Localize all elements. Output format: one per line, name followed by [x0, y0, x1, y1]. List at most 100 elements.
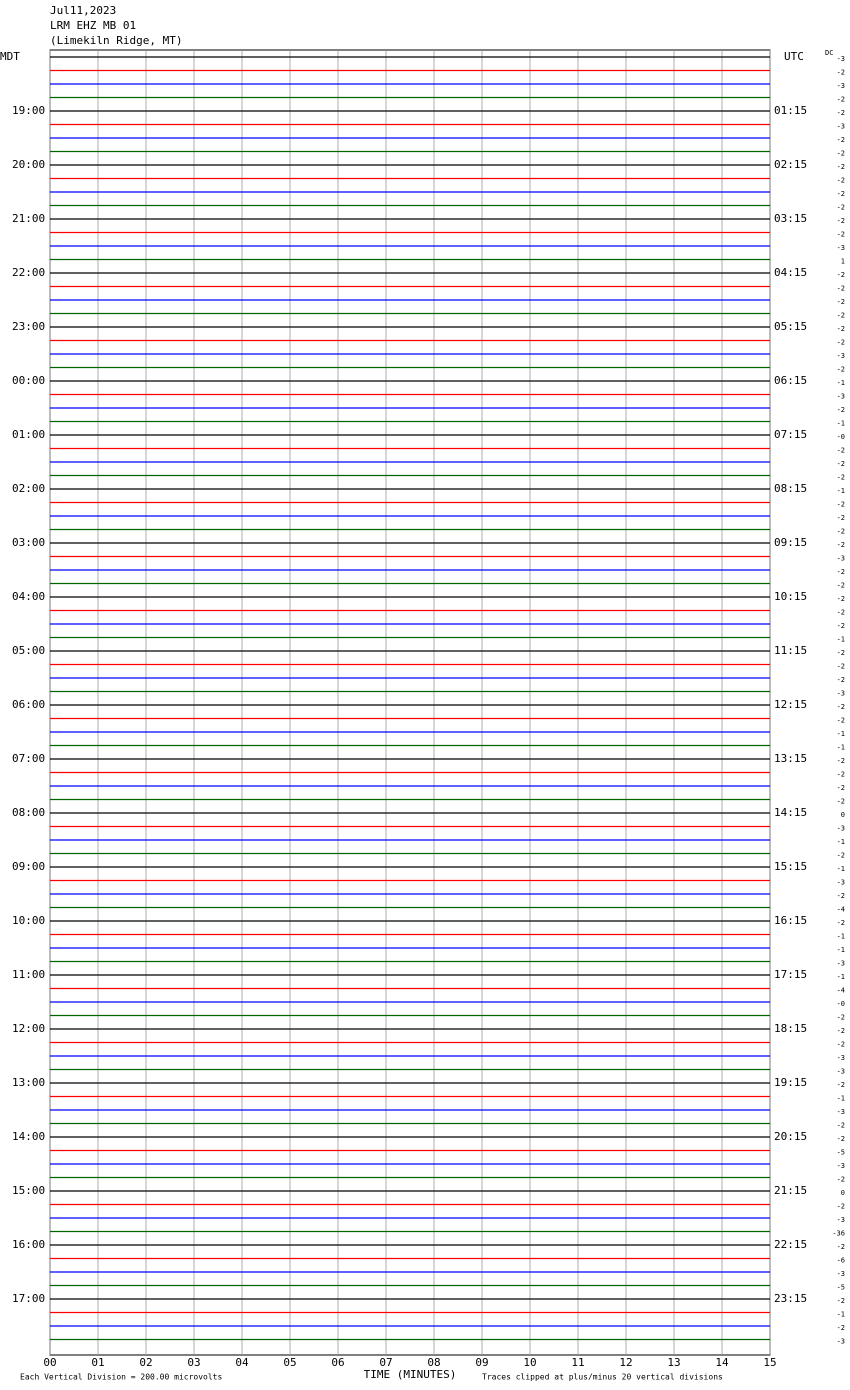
left-time: 05:00 [12, 644, 45, 657]
dc-offset: -3 [837, 690, 845, 698]
dc-offset: -1 [837, 865, 845, 873]
dc-offset: -4 [837, 906, 845, 914]
dc-label: DC [825, 49, 833, 57]
dc-offset: -2 [837, 204, 845, 212]
right-time: 08:15 [774, 482, 807, 495]
left-label: MDT [0, 50, 20, 63]
left-time: 23:00 [12, 320, 45, 333]
dc-offset: -2 [837, 1176, 845, 1184]
left-time: 02:00 [12, 482, 45, 495]
left-time: 04:00 [12, 590, 45, 603]
dc-offset: -3 [837, 352, 845, 360]
dc-offset: -2 [837, 69, 845, 77]
left-time: 14:00 [12, 1130, 45, 1143]
dc-offset: -3 [837, 1162, 845, 1170]
dc-offset: -2 [837, 798, 845, 806]
dc-offset: -2 [837, 339, 845, 347]
dc-offset: -1 [837, 379, 845, 387]
x-tick-label: 02 [139, 1356, 152, 1369]
left-time: 00:00 [12, 374, 45, 387]
dc-offset: -1 [837, 973, 845, 981]
dc-offset: -2 [837, 892, 845, 900]
dc-offset: -2 [837, 298, 845, 306]
dc-offset: -2 [837, 136, 845, 144]
right-time: 22:15 [774, 1238, 807, 1251]
right-label: UTC [784, 50, 804, 63]
dc-offset: -2 [837, 271, 845, 279]
dc-offset: -1 [837, 1311, 845, 1319]
right-time: 09:15 [774, 536, 807, 549]
dc-offset: -5 [837, 1284, 845, 1292]
title-station: LRM EHZ MB 01 [50, 19, 136, 32]
dc-offset: -2 [837, 1014, 845, 1022]
right-time: 05:15 [774, 320, 807, 333]
dc-offset: 0 [841, 1189, 845, 1197]
dc-offset: 1 [841, 258, 845, 266]
dc-offset: -2 [837, 663, 845, 671]
dc-offset: -2 [837, 366, 845, 374]
dc-offset: -3 [837, 1054, 845, 1062]
x-tick-label: 03 [187, 1356, 200, 1369]
right-time: 23:15 [774, 1292, 807, 1305]
left-time: 15:00 [12, 1184, 45, 1197]
left-time: 21:00 [12, 212, 45, 225]
left-time: 08:00 [12, 806, 45, 819]
left-time: 03:00 [12, 536, 45, 549]
dc-offset: -2 [837, 1243, 845, 1251]
dc-offset: -2 [837, 96, 845, 104]
dc-offset: -2 [837, 177, 845, 185]
dc-offset: -2 [837, 231, 845, 239]
dc-offset: -2 [837, 757, 845, 765]
dc-offset: -2 [837, 1081, 845, 1089]
right-time: 16:15 [774, 914, 807, 927]
dc-offset: -2 [837, 217, 845, 225]
dc-offset: -2 [837, 514, 845, 522]
dc-offset: -3 [837, 393, 845, 401]
dc-offset: -2 [837, 1041, 845, 1049]
dc-offset: -5 [837, 1149, 845, 1157]
dc-offset: -2 [837, 582, 845, 590]
right-time: 01:15 [774, 104, 807, 117]
dc-offset: -1 [837, 420, 845, 428]
right-time: 07:15 [774, 428, 807, 441]
dc-offset: -2 [837, 447, 845, 455]
dc-offset: -2 [837, 325, 845, 333]
x-tick-label: 04 [235, 1356, 249, 1369]
dc-offset: -2 [837, 771, 845, 779]
dc-offset: -3 [837, 1338, 845, 1346]
dc-offset: -2 [837, 595, 845, 603]
dc-offset: -2 [837, 406, 845, 414]
right-time: 10:15 [774, 590, 807, 603]
x-tick-label: 14 [715, 1356, 729, 1369]
dc-offset: -2 [837, 312, 845, 320]
x-axis-label: TIME (MINUTES) [364, 1368, 457, 1381]
dc-offset: -1 [837, 946, 845, 954]
right-time: 20:15 [774, 1130, 807, 1143]
x-tick-label: 15 [763, 1356, 776, 1369]
dc-offset: -2 [837, 852, 845, 860]
x-tick-label: 07 [379, 1356, 392, 1369]
dc-offset: -2 [837, 109, 845, 117]
left-time: 09:00 [12, 860, 45, 873]
right-time: 04:15 [774, 266, 807, 279]
dc-offset: -1 [837, 730, 845, 738]
dc-offset: -2 [837, 609, 845, 617]
left-time: 07:00 [12, 752, 45, 765]
dc-offset: -36 [832, 1230, 845, 1238]
dc-offset: -2 [837, 541, 845, 549]
right-time: 21:15 [774, 1184, 807, 1197]
dc-offset: -2 [837, 622, 845, 630]
right-time: 17:15 [774, 968, 807, 981]
dc-offset: -2 [837, 784, 845, 792]
left-time: 12:00 [12, 1022, 45, 1035]
footnote-left: Each Vertical Division = 200.00 microvol… [20, 1373, 222, 1382]
footnote-right: Traces clipped at plus/minus 20 vertical… [482, 1373, 723, 1382]
left-time: 20:00 [12, 158, 45, 171]
x-tick-label: 13 [667, 1356, 680, 1369]
dc-offset: -3 [837, 879, 845, 887]
dc-offset: -0 [837, 1000, 845, 1008]
dc-offset: -2 [837, 501, 845, 509]
dc-offset: -2 [837, 285, 845, 293]
dc-offset: -1 [837, 1095, 845, 1103]
dc-offset: -2 [837, 1135, 845, 1143]
